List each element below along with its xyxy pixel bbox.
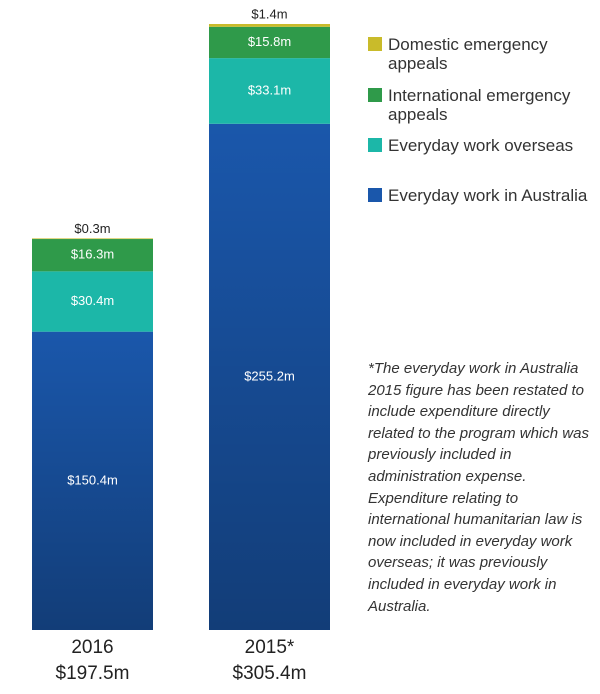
legend-swatch xyxy=(368,138,382,152)
data-label: $255.2m xyxy=(244,368,295,383)
bar-segment xyxy=(209,24,330,27)
footnote: *The everyday work in Australia 2015 fig… xyxy=(368,360,589,615)
bar-segment xyxy=(32,239,153,272)
data-label: $30.4m xyxy=(71,293,114,308)
data-label: $150.4m xyxy=(67,472,118,487)
legend-label: Everyday work in Australia xyxy=(388,186,588,205)
bar-shade xyxy=(209,123,330,630)
data-label: $0.3m xyxy=(74,221,110,236)
legend-swatch xyxy=(368,88,382,102)
category-label: 2016 xyxy=(71,637,113,658)
bar-segment xyxy=(32,271,153,332)
total-label: $305.4m xyxy=(233,663,307,684)
legend-label: Everyday work overseas xyxy=(388,136,574,155)
bar-segment xyxy=(209,58,330,124)
legend-label: Domestic emergency appeals xyxy=(388,35,548,73)
bar-segment xyxy=(209,26,330,59)
data-label: $33.1m xyxy=(248,82,291,97)
legend-label: International emergency appeals xyxy=(388,86,571,124)
bar-shade xyxy=(32,331,153,630)
data-label: $16.3m xyxy=(71,247,114,262)
category-label: 2015* xyxy=(245,637,295,658)
data-label: $1.4m xyxy=(251,6,287,21)
legend-swatch xyxy=(368,188,382,202)
data-label: $15.8m xyxy=(248,34,291,49)
legend-swatch xyxy=(368,37,382,51)
total-label: $197.5m xyxy=(56,663,130,684)
bar-segment xyxy=(32,238,153,240)
